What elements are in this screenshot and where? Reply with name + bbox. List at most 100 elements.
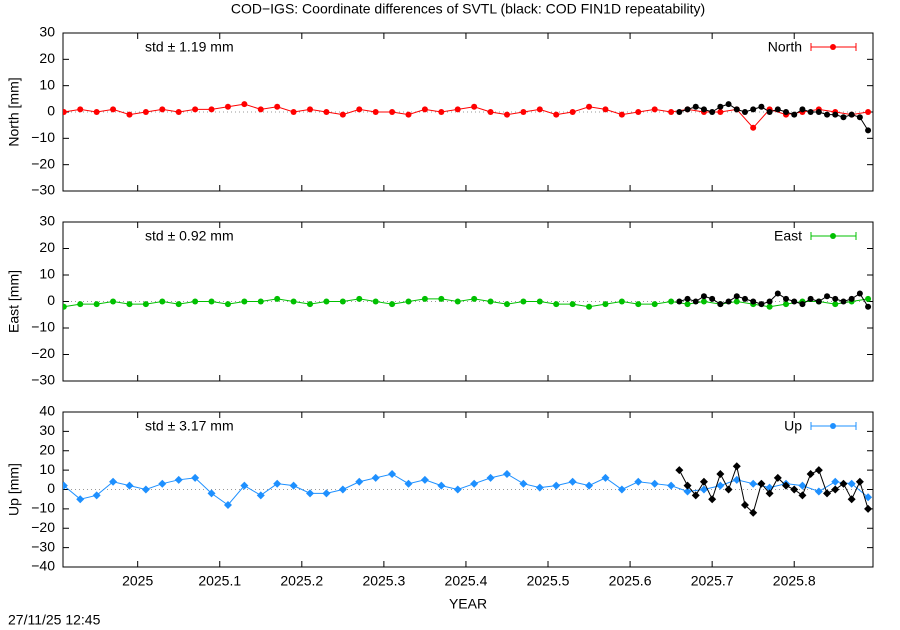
data-point [749, 479, 758, 488]
data-point [865, 295, 872, 302]
data-point [338, 485, 347, 494]
data-point [856, 114, 863, 121]
y-tick-label: 0 [47, 480, 55, 496]
data-point [824, 111, 831, 118]
data-point [741, 295, 748, 302]
data-point [126, 111, 133, 118]
y-tick-label: 0 [47, 292, 55, 308]
data-point [470, 479, 479, 488]
data-point [487, 298, 494, 305]
page-title: COD−IGS: Coordinate differences of SVTL … [231, 1, 705, 17]
data-point [815, 109, 822, 115]
y-tick-label: 10 [39, 76, 55, 92]
data-point [520, 109, 527, 115]
data-point [192, 106, 199, 113]
data-point [535, 483, 544, 492]
plot-area [63, 462, 873, 517]
y-tick-label: 30 [39, 422, 55, 438]
data-point [290, 298, 297, 305]
data-point [207, 489, 216, 498]
data-point [141, 485, 150, 494]
x-tick-label: 2025.6 [609, 573, 652, 589]
data-point [865, 303, 872, 310]
data-point [807, 109, 814, 115]
data-point [741, 109, 748, 115]
data-point [355, 477, 364, 486]
data-point [773, 473, 782, 482]
data-point [307, 106, 314, 113]
data-point [405, 111, 412, 118]
data-point [536, 298, 543, 305]
data-point [717, 103, 724, 110]
data-point [799, 106, 806, 113]
data-point [503, 111, 510, 118]
data-point [716, 470, 725, 478]
y-tick-label: −30 [31, 182, 55, 198]
data-point [676, 109, 683, 115]
data-point [421, 106, 428, 113]
data-point [159, 298, 166, 305]
data-point [831, 477, 840, 486]
y-tick-label: −10 [31, 319, 55, 335]
data-point [733, 298, 740, 305]
y-tick-label: 10 [39, 266, 55, 282]
data-point [569, 301, 576, 308]
data-point [618, 298, 625, 305]
data-point [437, 481, 446, 490]
data-point [125, 481, 134, 490]
data-point [438, 295, 445, 302]
data-point [290, 109, 297, 115]
data-point [740, 501, 749, 509]
data-point [831, 485, 840, 494]
data-point [651, 301, 658, 308]
data-point [323, 298, 330, 305]
data-point [765, 489, 774, 498]
y-axis-label: East [mm] [6, 270, 22, 333]
data-point [692, 103, 699, 110]
data-point [192, 298, 199, 305]
data-point [651, 106, 658, 113]
x-tick-label: 2025.5 [527, 573, 570, 589]
data-point [855, 477, 864, 486]
y-tick-label: −20 [31, 519, 55, 535]
legend-label: East [774, 228, 802, 244]
data-point [256, 491, 265, 500]
data-point [700, 106, 707, 113]
data-point [692, 298, 699, 305]
data-point [274, 295, 281, 302]
data-point [519, 479, 528, 488]
plot-area [63, 101, 872, 134]
data-point [158, 479, 167, 488]
data-point [699, 485, 708, 494]
data-point [814, 487, 823, 496]
data-point [798, 481, 807, 490]
data-point [63, 109, 67, 115]
data-point [76, 495, 85, 504]
data-point [691, 491, 700, 500]
data-point [832, 295, 839, 302]
y-tick-label: −20 [31, 345, 55, 361]
data-point [502, 470, 511, 478]
data-point [454, 106, 461, 113]
data-point [109, 477, 118, 486]
y-tick-label: −30 [31, 372, 55, 388]
data-point [766, 298, 773, 305]
y-axis-label: Up [mm] [6, 463, 22, 516]
data-point [725, 101, 732, 108]
data-point [257, 298, 264, 305]
data-point [733, 106, 740, 113]
y-tick-label: −10 [31, 129, 55, 145]
data-point [175, 301, 182, 308]
data-point [126, 301, 133, 308]
data-point [356, 295, 363, 302]
data-point [306, 489, 315, 498]
data-point [716, 481, 725, 490]
data-point [63, 481, 68, 490]
data-point [683, 487, 692, 496]
data-point [699, 477, 708, 486]
y-tick-label: 30 [39, 24, 55, 40]
data-point [339, 111, 346, 118]
data-point [758, 301, 765, 308]
data-point [824, 293, 831, 300]
